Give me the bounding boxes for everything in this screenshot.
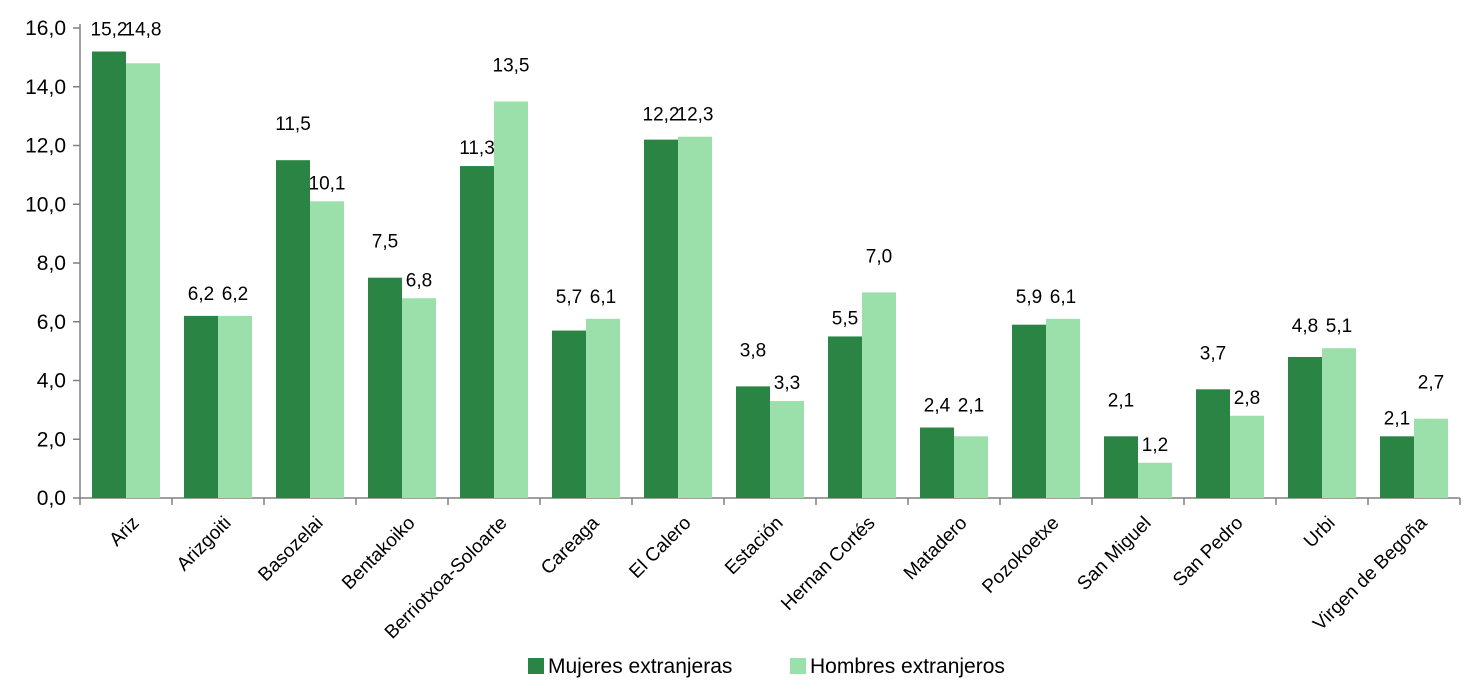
data-labels: 15,214,8 6,2 6,2 11,5 10,1 7,5 6,8 11,3 13,5 5,7 6… xyxy=(91,20,1445,456)
data-label-mujeres: 3,7 xyxy=(1200,343,1226,364)
legend-swatch xyxy=(790,658,806,674)
bar-mujeres xyxy=(552,330,586,498)
data-label-mujeres: 3,8 xyxy=(740,340,766,361)
bar-mujeres xyxy=(184,315,218,498)
bar-hombres xyxy=(954,436,988,498)
y-axis: 0,0 2,0 4,0 6,0 8,0 10,0 12,0 14,0 16,0 xyxy=(25,17,81,510)
bar-mujeres xyxy=(1012,324,1046,498)
data-label-mujeres: 5,5 xyxy=(832,308,858,329)
bar-mujeres xyxy=(920,427,954,498)
bar-hombres xyxy=(1138,462,1172,498)
data-label-mujeres: 7,5 xyxy=(372,232,398,253)
data-label-mujeres: 2,4 xyxy=(924,396,951,417)
bar-hombres xyxy=(126,63,160,498)
data-label-hombres: 5,1 xyxy=(1326,316,1352,337)
data-label-mujeres: 11,5 xyxy=(275,114,311,135)
bar-hombres xyxy=(218,315,252,498)
data-label-hombres: 2,1 xyxy=(958,396,984,417)
category-label: Bentakoiko xyxy=(338,513,419,594)
bar-mujeres xyxy=(368,277,402,498)
bar-hombres xyxy=(1046,318,1080,498)
bar-hombres xyxy=(402,298,436,498)
category-label: El Calero xyxy=(625,513,695,583)
data-label-hombres: 7,0 xyxy=(866,246,892,267)
category-label: Basozelai xyxy=(254,513,327,586)
category-label: Careaga xyxy=(537,512,604,579)
bar-hombres xyxy=(862,292,896,498)
data-label-hombres: 14,8 xyxy=(125,20,162,41)
category-label: San Miguel xyxy=(1073,513,1155,595)
y-tick-label: 14,0 xyxy=(25,76,66,99)
data-label-hombres: 12,3 xyxy=(677,105,714,126)
data-label-hombres: 10,1 xyxy=(309,173,346,194)
data-label-mujeres: 2,1 xyxy=(1108,390,1134,411)
bar-hombres xyxy=(770,401,804,498)
y-tick-label: 12,0 xyxy=(25,135,66,158)
data-label-mujeres: 6,2 xyxy=(188,284,214,305)
bar-mujeres xyxy=(1288,357,1322,498)
y-tick-label: 2,0 xyxy=(37,428,66,451)
category-label: Hernan Cortés xyxy=(777,513,879,615)
data-label-hombres: 2,8 xyxy=(1234,388,1260,409)
data-label-mujeres: 12,2 xyxy=(643,105,680,126)
data-label-mujeres: 5,9 xyxy=(1016,287,1042,308)
data-label-mujeres: 15,2 xyxy=(91,20,128,41)
bar-hombres xyxy=(1322,348,1356,498)
y-tick-label: 10,0 xyxy=(25,193,66,216)
legend-swatch xyxy=(528,658,544,674)
bar-mujeres xyxy=(736,386,770,498)
category-label: Pozokoetxe xyxy=(978,513,1063,598)
data-label-hombres: 6,2 xyxy=(222,284,248,305)
data-label-hombres: 6,8 xyxy=(406,270,432,291)
y-tick-label: 8,0 xyxy=(37,252,66,275)
bar-mujeres xyxy=(1196,389,1230,498)
bar-hombres xyxy=(310,201,344,498)
y-tick-label: 16,0 xyxy=(25,17,66,40)
data-label-mujeres: 2,1 xyxy=(1384,408,1410,429)
data-label-mujeres: 11,3 xyxy=(459,138,495,159)
data-label-mujeres: 4,8 xyxy=(1292,316,1318,337)
bars xyxy=(92,51,1448,498)
data-label-hombres: 6,1 xyxy=(590,287,616,308)
data-label-hombres: 13,5 xyxy=(493,55,530,76)
y-tick-label: 6,0 xyxy=(37,311,66,334)
x-axis xyxy=(79,497,1461,505)
bar-mujeres xyxy=(276,160,310,498)
legend: Mujeres extranjeras Hombres extranjeros xyxy=(528,655,1005,678)
category-label: San Pedro xyxy=(1169,513,1247,591)
legend-item-mujeres: Mujeres extranjeras xyxy=(528,655,732,678)
bar-hombres xyxy=(1414,418,1448,498)
category-label: Ariz xyxy=(106,513,144,551)
data-label-hombres: 2,7 xyxy=(1418,373,1444,394)
bar-mujeres xyxy=(644,139,678,498)
legend-label: Hombres extranjeros xyxy=(810,655,1005,678)
bar-mujeres xyxy=(92,51,126,498)
bar-hombres xyxy=(494,101,528,498)
category-label: Matadero xyxy=(900,513,972,585)
category-labels: Ariz Arizgoiti Basozelai BentakoikoBerriotx… xyxy=(106,512,1432,643)
bar-hombres xyxy=(586,318,620,498)
bar-hombres xyxy=(1230,415,1264,498)
category-label: Arizgoiti xyxy=(173,513,236,576)
legend-label: Mujeres extranjeras xyxy=(548,655,732,678)
bar-mujeres xyxy=(828,336,862,498)
bar-mujeres xyxy=(1104,436,1138,498)
category-label: Estación xyxy=(721,513,787,579)
bar-mujeres xyxy=(460,166,494,498)
data-label-hombres: 6,1 xyxy=(1050,287,1076,308)
bar-mujeres xyxy=(1380,436,1414,498)
data-label-hombres: 1,2 xyxy=(1142,435,1168,456)
data-label-mujeres: 5,7 xyxy=(556,287,582,308)
y-tick-label: 4,0 xyxy=(37,370,66,393)
legend-item-hombres: Hombres extranjeros xyxy=(790,655,1005,678)
y-tick-label: 0,0 xyxy=(37,487,66,510)
bar-hombres xyxy=(678,136,712,498)
category-label: Urbi xyxy=(1300,513,1339,552)
data-label-hombres: 3,3 xyxy=(774,373,800,394)
